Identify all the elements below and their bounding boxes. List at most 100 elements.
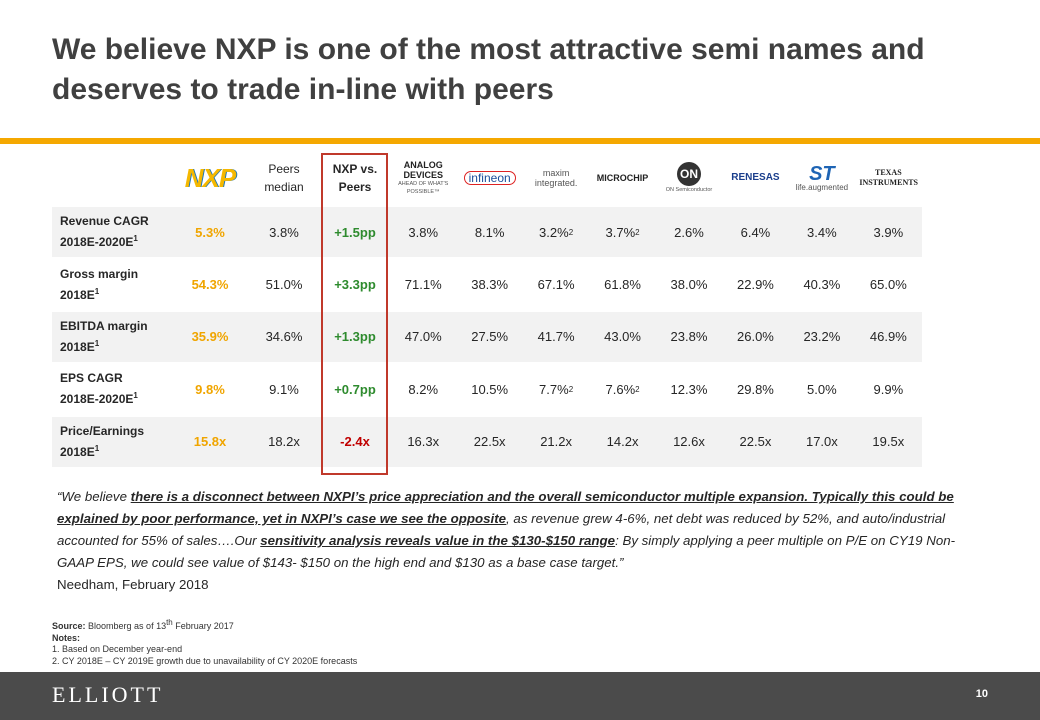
table-cell: 23.2% bbox=[788, 311, 856, 363]
table-cell: +1.3pp bbox=[320, 311, 390, 363]
divider bbox=[0, 138, 1040, 144]
company-logo: ST life.augmented bbox=[796, 164, 848, 192]
row-label-line: 2018E-2020E1 bbox=[60, 230, 172, 251]
table-cell: 17.0x bbox=[788, 416, 856, 467]
source-rest: February 2017 bbox=[175, 621, 234, 631]
company-logo: MICROCHIP bbox=[597, 173, 649, 183]
logo-text: MICROCHIP bbox=[596, 172, 649, 183]
table-cell: 51.0% bbox=[265, 277, 303, 293]
logo-text: infineon bbox=[463, 170, 516, 185]
table-cell: -2.4x bbox=[320, 416, 390, 467]
footnote-ref: 2 bbox=[635, 227, 640, 237]
table-cell: 54.3% bbox=[191, 277, 229, 293]
table-cell: 23.8% bbox=[655, 311, 723, 363]
table-cell: 2.6% bbox=[655, 207, 723, 258]
company-logo: RENESAS bbox=[731, 172, 779, 183]
source-label: Source: bbox=[52, 621, 86, 631]
cell-value: 7.7% bbox=[539, 381, 569, 397]
table-cell: 5.0% bbox=[807, 381, 837, 397]
table-cell: 26.0% bbox=[722, 311, 789, 363]
logo-text: ON bbox=[676, 161, 701, 186]
column-header: NXP bbox=[172, 150, 248, 205]
row-label: Price/Earnings 2018E1 bbox=[52, 416, 172, 467]
row-label-text: EBITDA margin bbox=[60, 318, 148, 333]
table-cell: 18.2x bbox=[248, 416, 320, 467]
table-cell: 65.0% bbox=[869, 277, 907, 293]
column-header: maxim integrated. bbox=[523, 150, 589, 205]
logo-text: TEXAS INSTRUMENTS bbox=[859, 167, 919, 187]
brand: ELLIOTT bbox=[52, 682, 164, 707]
table-cell: 46.9% bbox=[855, 311, 922, 363]
table-cell: 16.3x bbox=[390, 416, 457, 467]
row-label: EPS CAGR 2018E-2020E1 bbox=[52, 364, 172, 414]
table-cell: 14.2x bbox=[589, 416, 656, 467]
row-label: Gross margin 2018E1 bbox=[52, 259, 172, 309]
company-logo: ON ON Semiconductor bbox=[665, 161, 713, 194]
table-cell: 41.7% bbox=[522, 311, 590, 363]
row-label-text: Gross margin bbox=[60, 266, 139, 281]
company-logo: ANALOG DEVICES AHEAD OF WHAT'S POSSIBLE™ bbox=[390, 160, 456, 196]
quote-text: “We believe bbox=[57, 489, 131, 504]
table-cell: +0.7pp bbox=[334, 381, 376, 397]
quote: “We believe there is a disconnect betwee… bbox=[57, 486, 987, 574]
column-header: RENESAS bbox=[722, 150, 788, 205]
row-label-line: Price/Earnings bbox=[60, 423, 172, 440]
title: We believe NXP is one of the most attrac… bbox=[52, 33, 925, 106]
table-cell: 5.3% bbox=[172, 207, 248, 258]
table-cell: 3.2% 2 bbox=[522, 207, 590, 258]
header-text: NXP vs. Peers bbox=[332, 161, 378, 194]
row-label-line: 2018E-2020E1 bbox=[60, 387, 172, 408]
row-label-text: 2018E bbox=[60, 339, 95, 354]
company-logo: maxim integrated. bbox=[528, 168, 584, 188]
row-label: EBITDA margin 2018E1 bbox=[52, 311, 172, 363]
footnote-ref: 2 bbox=[635, 384, 640, 394]
logo-tagline: ON Semiconductor bbox=[665, 186, 713, 193]
quote-text: , as revenue grew 4-6%, net debt was red… bbox=[57, 511, 946, 548]
logo-tagline: AHEAD OF WHAT'S POSSIBLE™ bbox=[398, 180, 449, 195]
footnote-ref: 1 bbox=[133, 391, 138, 401]
table-cell: 22.5x bbox=[456, 416, 523, 467]
table-cell: 22.5x bbox=[722, 416, 789, 467]
table-cell: 35.9% bbox=[172, 311, 248, 363]
highlight-box bbox=[321, 153, 388, 475]
quote-text: : By simply applying a peer multiple on … bbox=[57, 533, 956, 570]
column-header: ON ON Semiconductor bbox=[656, 150, 722, 205]
row-label-text: Revenue CAGR bbox=[60, 214, 149, 229]
footnote-ref: 2 bbox=[568, 384, 574, 394]
table-cell: 3.7% 2 bbox=[589, 207, 656, 258]
table-cell: 38.0% bbox=[670, 277, 708, 293]
table-cell: 3.8% bbox=[390, 207, 457, 258]
cell-value: 7.6% bbox=[605, 381, 636, 397]
table-cell: 8.1% bbox=[456, 207, 523, 258]
column-header: Peers median bbox=[248, 150, 320, 205]
logo-tagline: life.augmented bbox=[795, 182, 849, 192]
table-cell: +1.5pp bbox=[320, 207, 390, 258]
row-label-line: EPS CAGR bbox=[60, 370, 172, 387]
row-label-text: Price/Earnings bbox=[60, 423, 145, 438]
footnote-ref: 2 bbox=[568, 227, 574, 237]
company-logo: infineon bbox=[463, 170, 516, 185]
table-cell: +3.3pp bbox=[334, 277, 376, 293]
logo-text: maxim integrated. bbox=[534, 167, 578, 188]
quote-emphasis: sensitivity analysis reveals value in th… bbox=[260, 533, 616, 548]
column-header: TEXAS INSTRUMENTS bbox=[855, 150, 921, 205]
footnote-ref: 1 bbox=[94, 443, 100, 453]
row-label-line: Revenue CAGR bbox=[60, 213, 172, 230]
table-cell: 40.3% bbox=[803, 277, 841, 293]
table-cell: 7.6% 2 bbox=[589, 364, 655, 414]
table-cell: 9.8% bbox=[195, 381, 225, 397]
row-label-text: 2018E-2020E bbox=[60, 235, 134, 250]
header-text: Peers median bbox=[264, 161, 304, 194]
table-cell: 21.2x bbox=[522, 416, 590, 467]
row-label-text: 2018E-2020E bbox=[60, 392, 134, 407]
table-cell: 27.5% bbox=[456, 311, 523, 363]
table-cell: 6.4% bbox=[722, 207, 789, 258]
column-header: infineon bbox=[456, 150, 522, 205]
quote-emphasis: there is a disconnect between NXPI’s pri… bbox=[57, 489, 954, 526]
cell-value: 3.7% bbox=[605, 224, 636, 240]
note: 2. CY 2018E – CY 2019E growth due to una… bbox=[52, 655, 358, 666]
row-label-line: 2018E1 bbox=[60, 283, 172, 304]
attribution: Needham, February 2018 bbox=[57, 577, 209, 592]
table-cell: 19.5x bbox=[855, 416, 922, 467]
row-label-line: EBITDA margin bbox=[60, 318, 172, 335]
